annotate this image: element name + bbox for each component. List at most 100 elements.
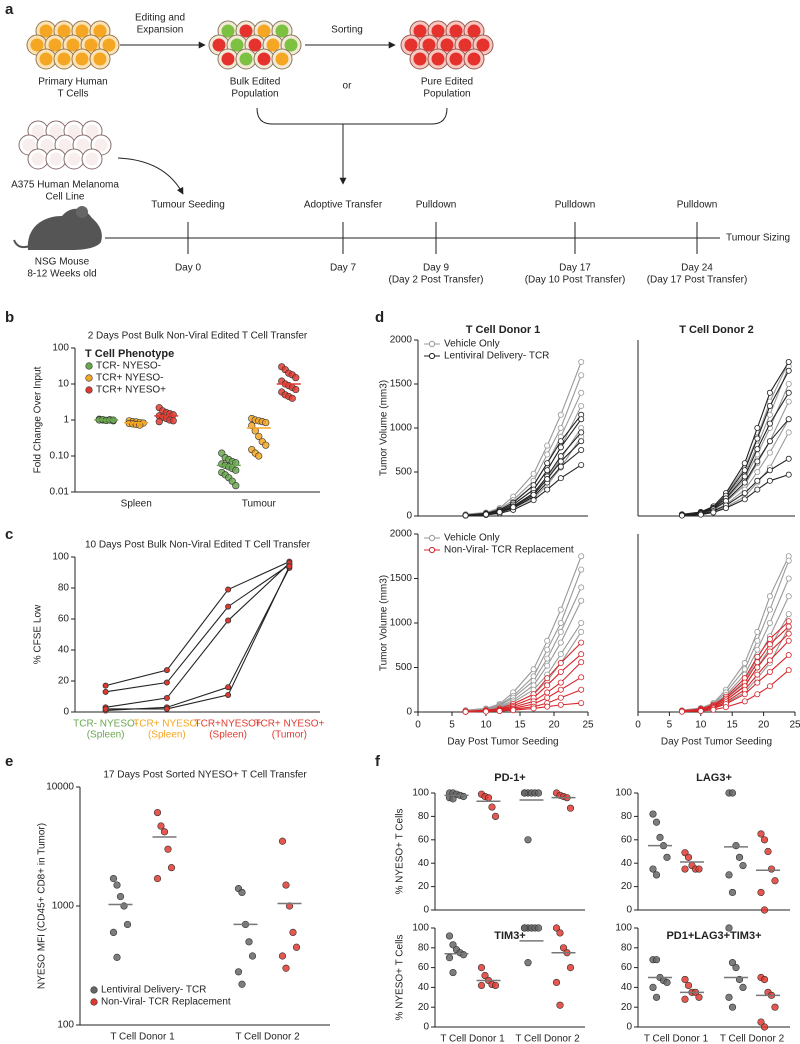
y-tick-label: 0	[406, 707, 412, 718]
cell-nucleus	[449, 24, 463, 38]
point	[557, 679, 564, 686]
point	[102, 682, 109, 689]
point	[785, 593, 792, 600]
x-tick-label: 25	[789, 720, 800, 731]
y-axis-label: Fold Change Over Input	[33, 366, 44, 473]
point	[278, 837, 287, 845]
series-line	[105, 561, 290, 687]
point	[785, 455, 792, 462]
cell-nucleus	[239, 24, 253, 38]
point	[530, 470, 537, 477]
point	[534, 789, 543, 797]
y-tick-label: 40	[418, 982, 430, 993]
cell-nucleus	[467, 24, 481, 38]
x-tick-label: 20	[548, 720, 560, 731]
mouse-ear	[76, 206, 88, 218]
point	[754, 628, 761, 635]
cell-nucleus	[413, 52, 427, 66]
point	[557, 606, 564, 613]
point	[510, 504, 517, 511]
point	[652, 993, 661, 1001]
point	[722, 704, 729, 711]
y-tick-label: 1000	[390, 618, 413, 629]
point	[766, 411, 773, 418]
x-tick-label: 5	[667, 720, 673, 731]
point	[530, 491, 537, 498]
y-tick-label: 20	[621, 881, 633, 892]
event-label: Pulldown	[416, 200, 457, 211]
y-tick-label: 500	[395, 467, 412, 478]
point	[557, 639, 564, 646]
y-tick-label: 40	[58, 645, 70, 656]
point	[285, 902, 294, 910]
point	[754, 424, 761, 431]
point	[113, 881, 121, 889]
y-tick-label: 20	[621, 1002, 633, 1013]
y-tick-label: 2000	[390, 529, 413, 540]
point	[785, 429, 792, 436]
point	[109, 928, 118, 937]
y-tick-label: 80	[418, 942, 430, 953]
point	[534, 924, 543, 932]
cell-nucleus	[431, 24, 445, 38]
legend-label: TCR+ NYESO-	[96, 373, 164, 384]
point	[578, 429, 585, 436]
point	[544, 476, 551, 483]
point	[238, 980, 246, 988]
or-label: or	[343, 81, 353, 92]
point	[167, 864, 176, 872]
day-label: (Day 10 Post Transfer)	[525, 275, 626, 286]
point	[262, 418, 270, 427]
point	[544, 460, 551, 467]
y-tick-label: 60	[621, 962, 633, 973]
point	[652, 956, 661, 964]
legend-swatch	[85, 386, 93, 394]
cell-nucleus	[31, 152, 45, 166]
y-tick-label: 80	[418, 811, 430, 822]
point	[766, 657, 773, 664]
mouse	[27, 208, 102, 250]
point	[732, 963, 740, 972]
y-tick-label: 100	[412, 788, 429, 799]
chart-title: TIM3+	[494, 930, 525, 942]
point	[578, 686, 585, 693]
point	[757, 888, 765, 897]
legend-swatch	[428, 352, 436, 360]
point	[557, 444, 564, 451]
point	[741, 496, 748, 503]
point	[559, 944, 568, 952]
day-label: Day 17	[559, 263, 591, 274]
cell-nucleus	[93, 24, 107, 38]
y-tick-label: 60	[418, 962, 430, 973]
y-axis-label: % NYESO+ T Cells	[395, 808, 406, 894]
point	[544, 694, 551, 701]
point	[725, 924, 733, 932]
cell-nucleus	[85, 152, 99, 166]
point	[520, 924, 529, 932]
point	[725, 871, 733, 879]
point	[449, 941, 457, 949]
point	[248, 421, 256, 430]
point	[544, 646, 551, 653]
point	[785, 611, 792, 618]
cell-nucleus	[67, 152, 81, 166]
legend-label: Lentiviral Delivery- TCR	[101, 985, 206, 996]
point	[578, 416, 585, 423]
cell-nucleus	[57, 24, 71, 38]
x-tick-label: (Spleen)	[87, 730, 125, 741]
legend-swatch	[85, 374, 93, 382]
day-label: Day 7	[330, 263, 357, 274]
cell-nucleus	[75, 24, 89, 38]
timeline-end: Tumour Sizing	[726, 233, 790, 244]
point	[766, 477, 773, 484]
y-tick-label: 40	[621, 982, 633, 993]
point	[578, 597, 585, 604]
y-tick-label: 20	[418, 881, 430, 892]
point	[557, 438, 564, 445]
point	[754, 435, 761, 442]
point	[663, 978, 671, 987]
point	[163, 679, 170, 686]
point	[785, 367, 792, 374]
chart-title: LAG3+	[696, 772, 732, 784]
cell-nucleus	[284, 38, 298, 52]
